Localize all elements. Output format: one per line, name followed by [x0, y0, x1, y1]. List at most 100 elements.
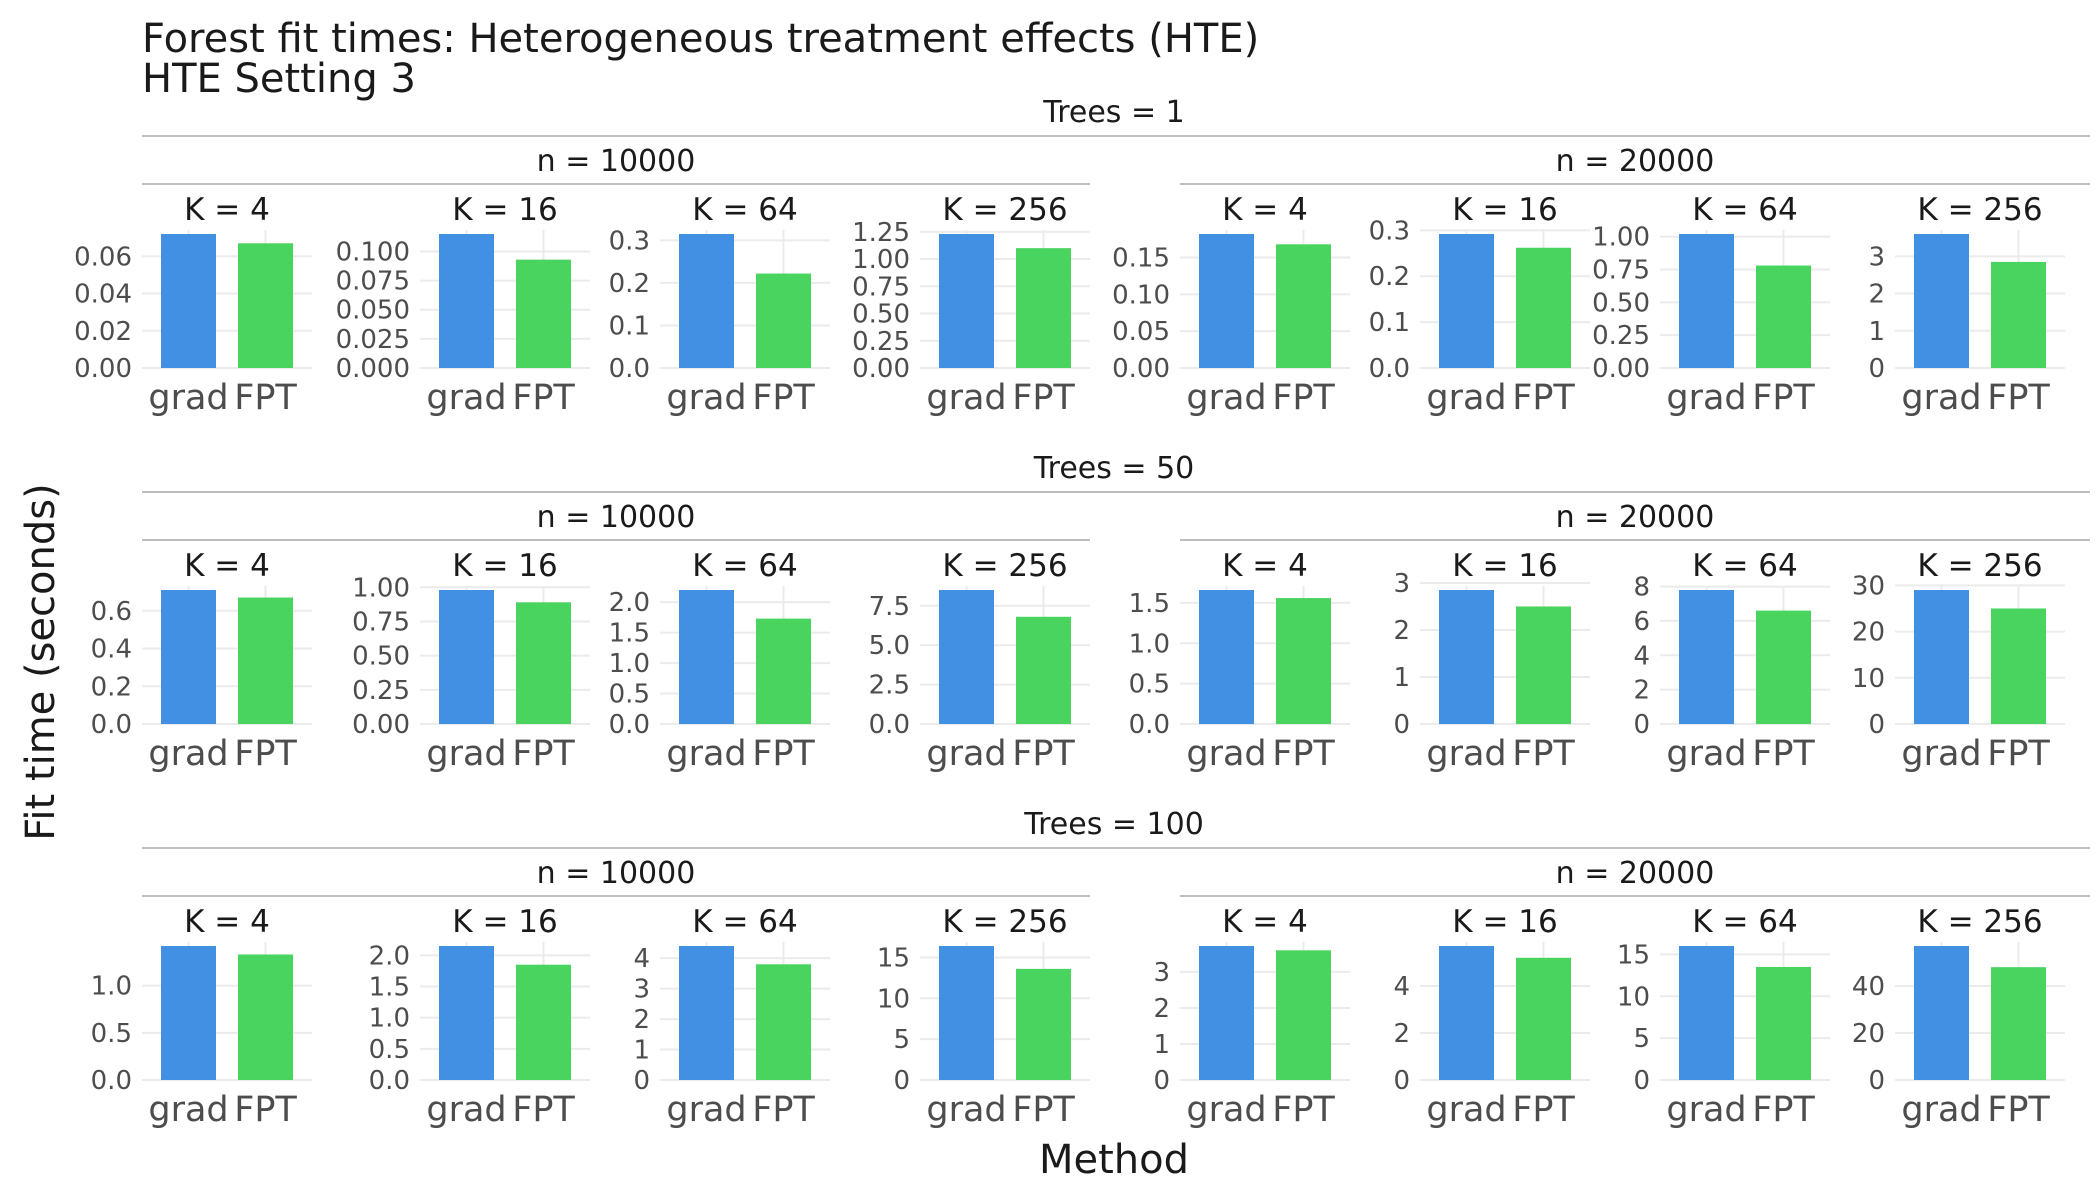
x-tick-label: FPT [752, 378, 815, 418]
y-tick-label: 0.0 [91, 710, 132, 740]
bar-grad [679, 590, 734, 724]
y-tick-label: 2.0 [609, 588, 650, 618]
bar-grad [161, 234, 216, 368]
y-tick-label: 5.0 [869, 631, 910, 661]
bar-grad [1914, 946, 1969, 1080]
y-tick-label: 0.050 [336, 296, 410, 326]
y-tick-label: 3 [633, 975, 650, 1005]
facet-panel: K = 16 0 2 4 grad FPT [1393, 904, 1590, 1130]
y-tick-label: 1.00 [352, 573, 410, 603]
k-strip-label: K = 4 [184, 904, 270, 940]
x-tick-label: grad [426, 734, 506, 774]
y-tick-label: 3 [1868, 242, 1885, 272]
bar-grad [1914, 590, 1969, 724]
bar-fpt [1016, 248, 1071, 368]
facet-panel: K = 64 0.000.250.500.751.00 grad FPT [1592, 192, 1830, 418]
y-tick-label: 0 [1153, 1066, 1170, 1096]
x-tick-label: FPT [1272, 378, 1335, 418]
bar-fpt [1276, 950, 1331, 1080]
bar-grad [1199, 590, 1254, 724]
bar-fpt [1991, 967, 2046, 1080]
x-tick-label: FPT [1987, 734, 2050, 774]
k-strip-label: K = 16 [452, 548, 557, 584]
bar-fpt [1516, 957, 1571, 1080]
n-strip-label: n = 20000 [1556, 144, 1715, 179]
x-tick-label: FPT [1512, 734, 1575, 774]
x-tick-label: grad [926, 734, 1006, 774]
k-strip-label: K = 16 [1452, 548, 1557, 584]
k-strip-label: K = 256 [942, 192, 1067, 228]
y-tick-label: 1.0 [609, 649, 650, 679]
y-tick-label: 15 [877, 943, 910, 973]
y-tick-label: 0.00 [852, 354, 910, 384]
facet-panel: K = 16 0.00.51.01.52.0 grad FPT [369, 904, 590, 1130]
bar-grad [161, 590, 216, 724]
facet-panel: K = 256 0 10 20 30 grad FPT [1852, 548, 2065, 774]
bar-grad [161, 946, 216, 1080]
x-tick-label: grad [1186, 1090, 1266, 1130]
bar-fpt [1016, 968, 1071, 1080]
y-tick-label: 0.5 [369, 1035, 410, 1065]
bar-grad [1679, 234, 1734, 368]
bar-fpt [756, 618, 811, 724]
x-tick-label: grad [148, 378, 228, 418]
k-strip-label: K = 256 [942, 548, 1067, 584]
k-strip-label: K = 4 [1222, 904, 1308, 940]
y-tick-label: 40 [1852, 972, 1885, 1002]
facet-panel: K = 256 0 5 10 15 grad FPT [877, 904, 1090, 1130]
bar-grad [939, 946, 994, 1080]
y-tick-label: 0.0 [869, 710, 910, 740]
y-tick-label: 0.00 [74, 354, 132, 384]
y-tick-label: 7.5 [869, 592, 910, 622]
y-tick-label: 1.5 [1129, 589, 1170, 619]
trees-strip-label: Trees = 100 [1023, 807, 1204, 842]
x-tick-label: grad [666, 734, 746, 774]
y-tick-label: 0.3 [1369, 216, 1410, 246]
y-tick-label: 5 [1633, 1024, 1650, 1054]
x-tick-label: FPT [1272, 734, 1335, 774]
x-tick-label: grad [1901, 734, 1981, 774]
bar-fpt [238, 243, 293, 368]
x-tick-label: grad [1666, 734, 1746, 774]
x-tick-label: grad [148, 1090, 228, 1130]
facet-panel: K = 16 0.00 0.25 0.50 0.75 1.00 grad FPT [352, 548, 590, 774]
x-tick-label: grad [666, 378, 746, 418]
x-tick-label: FPT [512, 734, 575, 774]
y-tick-label: 0.1 [609, 311, 650, 341]
x-tick-label: FPT [1987, 1090, 2050, 1130]
y-tick-label: 1 [1868, 317, 1885, 347]
facet-panel: K = 256 0 20 40 grad FPT [1852, 904, 2065, 1130]
y-tick-label: 1.0 [1129, 629, 1170, 659]
x-tick-label: grad [1426, 734, 1506, 774]
k-strip-label: K = 4 [184, 192, 270, 228]
k-strip-label: K = 4 [1222, 548, 1308, 584]
y-tick-label: 0.06 [74, 242, 132, 272]
bar-fpt [756, 964, 811, 1080]
y-tick-label: 0.0 [91, 1066, 132, 1096]
x-tick-label: FPT [512, 378, 575, 418]
facet-panel: K = 256 0.0 2.5 5.0 7.5 grad FPT [869, 548, 1090, 774]
bar-grad [1914, 234, 1969, 368]
y-tick-label: 0 [1393, 710, 1410, 740]
x-tick-label: FPT [1512, 1090, 1575, 1130]
n-strip-label: n = 10000 [537, 856, 696, 891]
y-tick-label: 2 [633, 1005, 650, 1035]
facet-panel: K = 64 0.00.51.01.52.0 grad FPT [609, 548, 830, 774]
x-tick-label: FPT [1012, 1090, 1075, 1130]
y-tick-label: 0 [1633, 710, 1650, 740]
y-tick-label: 0.02 [74, 317, 132, 347]
y-tick-label: 1.0 [91, 972, 132, 1002]
bar-fpt [756, 273, 811, 368]
y-tick-label: 1.5 [609, 619, 650, 649]
x-tick-label: grad [1186, 734, 1266, 774]
k-strip-label: K = 64 [1692, 548, 1797, 584]
k-strip-label: K = 4 [184, 548, 270, 584]
facet-panel: K = 4 0.0 0.5 1.0 1.5 grad FPT [1129, 548, 1350, 774]
y-tick-label: 0.2 [1369, 262, 1410, 292]
bar-fpt [1756, 610, 1811, 724]
k-strip-label: K = 256 [1917, 192, 2042, 228]
